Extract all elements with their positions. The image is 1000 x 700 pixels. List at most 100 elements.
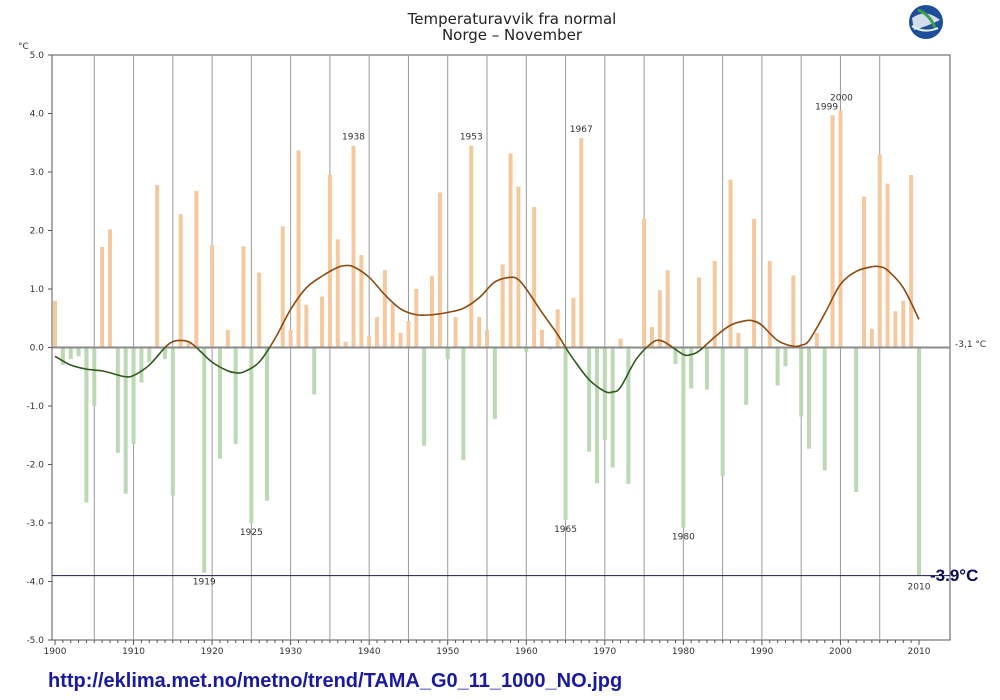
bar-1923 (233, 347, 238, 445)
bar-1901 (60, 347, 65, 366)
bar-1994 (791, 275, 796, 348)
y-tick-label: 4.0 (30, 110, 45, 120)
bars (53, 110, 921, 576)
bar-1968 (587, 347, 592, 452)
bar-1992 (775, 347, 780, 386)
bar-1984 (712, 260, 717, 348)
bar-1967 (579, 138, 584, 348)
bar-1980 (681, 347, 686, 528)
bar-1966 (571, 297, 576, 348)
annotation-1999: 1999 (815, 103, 838, 113)
reference-value-label: -3.9°C (930, 566, 978, 585)
bar-1972 (618, 338, 623, 348)
bar-1976 (649, 327, 654, 348)
annotation-1925: 1925 (240, 528, 263, 538)
bar-1906 (100, 246, 105, 348)
x-tick-label: 2010 (908, 647, 931, 657)
y-tick-label: 0.0 (30, 344, 45, 354)
bar-1933 (312, 347, 317, 395)
bar-1919 (202, 347, 207, 573)
bar-1948 (430, 276, 435, 348)
bar-1988 (744, 347, 749, 405)
bar-1918 (194, 190, 199, 348)
bar-1943 (390, 303, 395, 348)
y-tick-label: 5.0 (30, 51, 45, 61)
bar-1913 (155, 184, 160, 348)
bar-1987 (736, 332, 741, 348)
bar-1999 (830, 115, 835, 348)
bar-1924 (241, 246, 246, 348)
bar-1904 (84, 347, 89, 503)
x-axis-ticks: 1900 1910 1920 1930 1940 1950 1960 1970 1980 1990… (44, 640, 931, 657)
bar-1902 (68, 347, 73, 360)
bar-1920 (210, 245, 215, 348)
bar-1931 (296, 150, 301, 348)
bar-1996 (807, 347, 812, 449)
bar-1961 (532, 207, 537, 348)
bar-1949 (437, 192, 442, 348)
bar-1965 (563, 347, 568, 521)
bar-2007 (893, 311, 898, 348)
bar-2003 (862, 196, 867, 348)
bar-2006 (885, 183, 890, 348)
x-tick-label: 1910 (122, 647, 145, 657)
bar-1989 (752, 218, 757, 348)
bar-1983 (704, 347, 709, 390)
x-tick-label: 1960 (515, 647, 538, 657)
x-tick-label: 1930 (279, 647, 302, 657)
bar-1958 (508, 153, 513, 348)
bar-1947 (422, 347, 427, 446)
bar-1930 (288, 329, 293, 348)
bar-1938 (351, 145, 356, 348)
bar-1977 (657, 290, 662, 348)
bar-1940 (367, 335, 372, 348)
chart-title: Temperaturavvik fra normal (407, 10, 617, 28)
bar-1909 (123, 347, 128, 494)
y-axis-ticks: 5.0 4.0 3.0 2.0 1.0 0.0 -1.0 -2.0 -3.0 -4.0 -5.0 (26, 51, 52, 646)
bar-1993 (783, 347, 788, 367)
x-tick-label: 1970 (593, 647, 616, 657)
bar-1952 (461, 347, 466, 460)
bar-1960 (524, 347, 529, 353)
bar-1982 (697, 277, 702, 348)
bar-1934 (320, 296, 325, 348)
bar-1907 (107, 229, 112, 348)
bar-1975 (642, 218, 647, 348)
source-url[interactable]: http://eklima.met.no/metno/trend/TAMA_G0… (48, 670, 623, 692)
bar-1957 (500, 264, 505, 348)
bar-1908 (115, 347, 120, 453)
x-tick-label: 1950 (436, 647, 459, 657)
bar-1945 (406, 321, 411, 348)
bar-1979 (673, 347, 678, 364)
bar-1915 (170, 347, 175, 496)
bar-1995 (799, 347, 804, 417)
bar-1971 (610, 347, 615, 468)
bar-1951 (453, 317, 458, 348)
bar-1998 (822, 347, 827, 471)
bar-1921 (217, 347, 222, 459)
x-tick-label: 1940 (358, 647, 381, 657)
bar-1997 (814, 332, 819, 348)
y-tick-label: 1.0 (30, 285, 45, 295)
bar-2009 (909, 174, 914, 348)
smoothed-curve-positive (163, 264, 920, 348)
chart-subtitle: Norge – November (442, 26, 583, 44)
bar-1926 (257, 272, 262, 348)
bar-1962 (539, 329, 544, 348)
bar-1922 (225, 329, 230, 348)
x-tick-label: 1990 (750, 647, 773, 657)
x-tick-label: 2000 (829, 647, 852, 657)
baseline-label: -3,1 °C (955, 340, 986, 350)
bar-2008 (901, 300, 906, 348)
bar-1905 (92, 347, 97, 406)
y-tick-label: -5.0 (26, 636, 44, 646)
logo (909, 5, 943, 39)
bar-1900 (53, 300, 57, 348)
bar-1946 (414, 289, 419, 348)
bar-1917 (186, 341, 191, 348)
bar-1935 (327, 174, 332, 348)
bar-1985 (720, 347, 725, 477)
bar-1912 (147, 347, 152, 363)
